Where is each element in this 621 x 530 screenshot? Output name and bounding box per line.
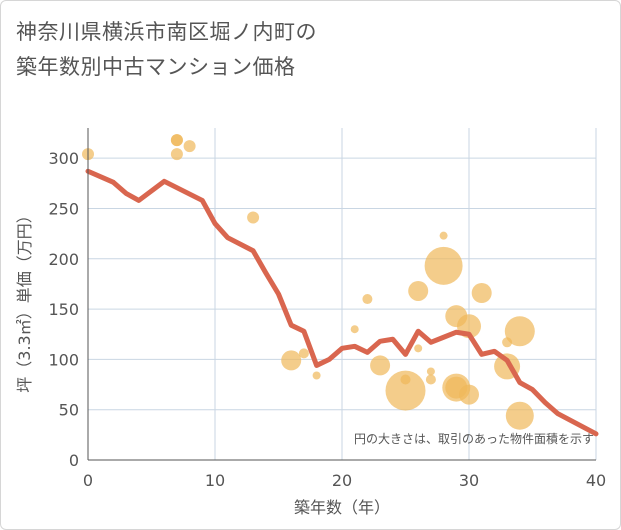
- y-tick-label-150: 150: [48, 300, 79, 319]
- x-tick-label-20: 20: [332, 471, 352, 490]
- bubble-point-10: [362, 294, 373, 305]
- bubble-point-7: [298, 348, 309, 359]
- average-line: [85, 168, 599, 437]
- x-tick-label-30: 30: [459, 471, 479, 490]
- bubble-point-11: [370, 355, 391, 376]
- bubble-point-5: [247, 211, 260, 224]
- bubble-point-28: [504, 316, 535, 347]
- bubble-point-3: [170, 148, 183, 161]
- bubble-point-2: [170, 134, 183, 147]
- bubble-point-9: [350, 325, 359, 334]
- bubble-point-6: [281, 350, 302, 371]
- bubble-series: [82, 134, 535, 430]
- x-tick-label-40: 40: [586, 471, 606, 490]
- x-tick-label-0: 0: [83, 471, 93, 490]
- bubble-point-14: [408, 280, 429, 301]
- axes: [87, 128, 596, 461]
- x-axis-title: 築年数（年）: [294, 498, 390, 517]
- bubble-point-25: [471, 282, 492, 303]
- chart-title: 神奈川県横浜市南区堀ノ内町の 築年数別中古マンション価格: [16, 15, 317, 85]
- size-note: 円の大きさは、取引のあった物件面積を示す: [354, 431, 594, 446]
- y-tick-label-300: 300: [48, 149, 79, 168]
- y-tick-label-100: 100: [48, 350, 79, 369]
- bubble-point-29: [505, 401, 534, 430]
- bubble-point-15: [414, 344, 423, 353]
- y-tick-label-200: 200: [48, 250, 79, 269]
- x-tick-label-10: 10: [205, 471, 225, 490]
- grid-lines: [88, 128, 597, 460]
- y-axis-title: 坪（3.3㎡）単価（万円）: [15, 207, 34, 392]
- chart-title-line-1: 神奈川県横浜市南区堀ノ内町の: [16, 20, 317, 44]
- y-tick-label-50: 50: [59, 401, 79, 420]
- bubble-point-18: [439, 231, 448, 240]
- bubble-point-13: [400, 374, 411, 385]
- chart-title-line-2: 築年数別中古マンション価格: [16, 55, 296, 79]
- tick-labels: 0 50 100 150 200 250 300 0 10 20 30 40: [48, 149, 606, 490]
- average-line-series: [85, 168, 599, 437]
- bubble-point-4: [183, 140, 196, 153]
- bubble-point-24: [459, 384, 479, 405]
- bubble-point-8: [312, 371, 321, 380]
- bubble-point-19: [424, 246, 463, 285]
- bubble-point-17: [425, 374, 436, 385]
- y-tick-label-0: 0: [69, 451, 79, 470]
- bubble-point-16: [426, 367, 435, 376]
- bubble-point-12: [385, 370, 426, 411]
- y-tick-label-250: 250: [48, 199, 79, 218]
